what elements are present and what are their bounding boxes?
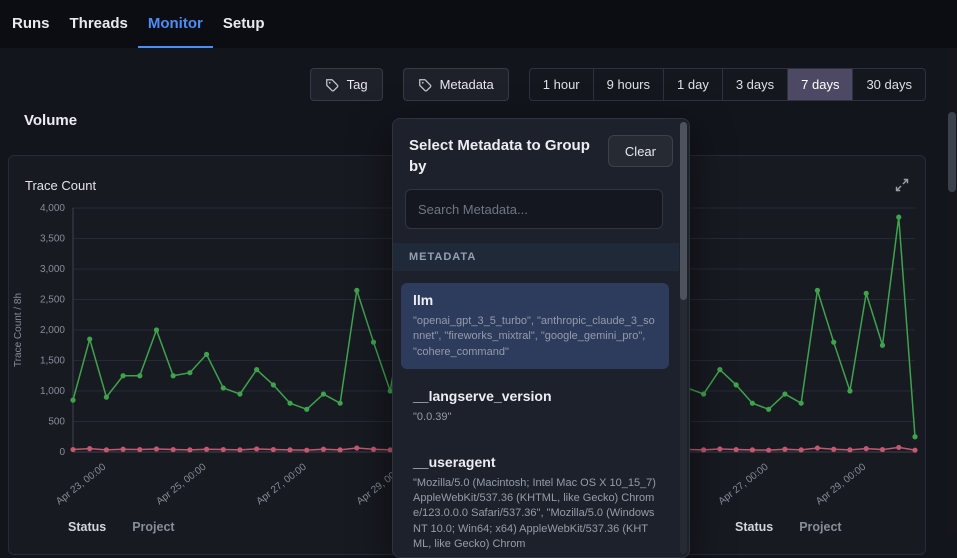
page-scrollbar[interactable] [947, 48, 957, 534]
nav-tab-label: Threads [69, 14, 128, 32]
time-range-group: 1 hour 9 hours 1 day 3 days 7 days 30 da… [528, 68, 926, 101]
popover-scrollbar-thumb[interactable] [680, 122, 687, 300]
popover-title: Select Metadata to Group by [409, 137, 590, 175]
svg-text:1,500: 1,500 [40, 356, 65, 367]
svg-text:Apr 27, 00:00: Apr 27, 00:00 [255, 461, 309, 507]
nav-tab-monitor[interactable]: Monitor [137, 0, 213, 48]
metadata-item-title: __langserve_version [413, 388, 552, 405]
range-1-day[interactable]: 1 day [663, 69, 722, 100]
trace-count-card: Trace Count 0 500 1,000 1,500 2,000 2,500 3,00… [8, 155, 468, 555]
svg-text:1,000: 1,000 [40, 386, 65, 397]
group-tab-project[interactable]: Project [132, 520, 175, 534]
nav-tab-label: Runs [12, 14, 50, 32]
metadata-section-label: METADATA [393, 243, 679, 271]
metadata-group-popover: Select Metadata to Group by Clear METADA… [392, 118, 690, 558]
expand-chart-button[interactable] [893, 176, 911, 194]
nav-tab-setup[interactable]: Setup [213, 0, 275, 48]
tag-icon [325, 78, 338, 92]
group-tab-project[interactable]: Project [799, 520, 842, 534]
group-tab-status[interactable]: Status [735, 520, 774, 534]
top-nav: Runs Threads Monitor Setup [0, 0, 957, 48]
chart-title: Trace Count [25, 178, 97, 193]
nav-tab-runs[interactable]: Runs [2, 0, 60, 48]
metadata-item-values: "0.0.39" [413, 411, 452, 424]
clear-button[interactable]: Clear [607, 135, 673, 167]
range-7-days[interactable]: 7 days [787, 69, 853, 100]
monitor-toolbar: Tag Metadata 1 hour 9 hours 1 day 3 days… [309, 68, 926, 101]
metadata-item-llm[interactable]: llm "openai_gpt_3_5_turbo", "anthropic_c… [401, 283, 669, 370]
tag-filter-button[interactable]: Tag [309, 68, 383, 101]
svg-text:3,500: 3,500 [40, 234, 65, 245]
range-9-hours[interactable]: 9 hours [592, 69, 663, 100]
metadata-search-input[interactable] [405, 189, 663, 229]
svg-text:Apr 25, 00:00: Apr 25, 00:00 [154, 461, 208, 507]
svg-text:Trace Count / 8h: Trace Count / 8h [13, 293, 24, 367]
svg-text:500: 500 [48, 417, 65, 428]
group-tab-status[interactable]: Status [68, 520, 107, 534]
popover-scrollbar[interactable] [680, 122, 687, 554]
search-wrap [393, 177, 689, 229]
range-1-hour[interactable]: 1 hour [542, 77, 580, 92]
chart-group-tabs: Status Project [68, 520, 175, 534]
page-scrollbar-thumb[interactable] [948, 112, 956, 192]
metadata-item-values: "openai_gpt_3_5_turbo", "anthropic_claud… [413, 315, 655, 358]
nav-tab-label: Setup [222, 14, 265, 32]
nav-tab-threads[interactable]: Threads [60, 0, 138, 48]
range-3-days[interactable]: 3 days [721, 69, 787, 100]
svg-text:2,000: 2,000 [40, 325, 65, 336]
metadata-button-label: Metadata [439, 77, 494, 92]
range-30-days[interactable]: 30 days [852, 69, 925, 100]
nav-tab-label: Monitor [147, 14, 203, 32]
svg-text:Apr 29, 00:00: Apr 29, 00:00 [814, 461, 868, 507]
metadata-item-langserve-version[interactable]: __langserve_version "0.0.39" [401, 379, 669, 434]
svg-text:3,000: 3,000 [40, 264, 65, 275]
chart-group-tabs: Status Project [735, 520, 842, 534]
metadata-filter-button[interactable]: Metadata [402, 68, 509, 101]
metadata-item-values: "Mozilla/5.0 (Macintosh; Intel Mac OS X … [413, 476, 656, 551]
trace-count-chart: 0 500 1,000 1,500 2,000 2,500 3,000 3,500 4,000 A… [13, 203, 460, 507]
svg-text:2,500: 2,500 [40, 295, 65, 306]
svg-text:Apr 23, 00:00: Apr 23, 00:00 [54, 461, 108, 507]
tag-icon [418, 78, 431, 92]
tag-button-label: Tag [346, 77, 368, 92]
metadata-item-title: __useragent [413, 453, 496, 470]
popover-header: Select Metadata to Group by Clear [393, 119, 689, 177]
metadata-list: llm "openai_gpt_3_5_turbo", "anthropic_c… [393, 271, 689, 557]
svg-text:0: 0 [59, 447, 65, 458]
svg-text:4,000: 4,000 [40, 203, 65, 214]
expand-icon [895, 178, 909, 192]
metadata-item-useragent[interactable]: __useragent "Mozilla/5.0 (Macintosh; Int… [401, 445, 669, 557]
metadata-item-title: llm [413, 292, 434, 308]
svg-text:Apr 27, 00:00: Apr 27, 00:00 [717, 461, 771, 507]
volume-section-title: Volume [24, 112, 78, 129]
